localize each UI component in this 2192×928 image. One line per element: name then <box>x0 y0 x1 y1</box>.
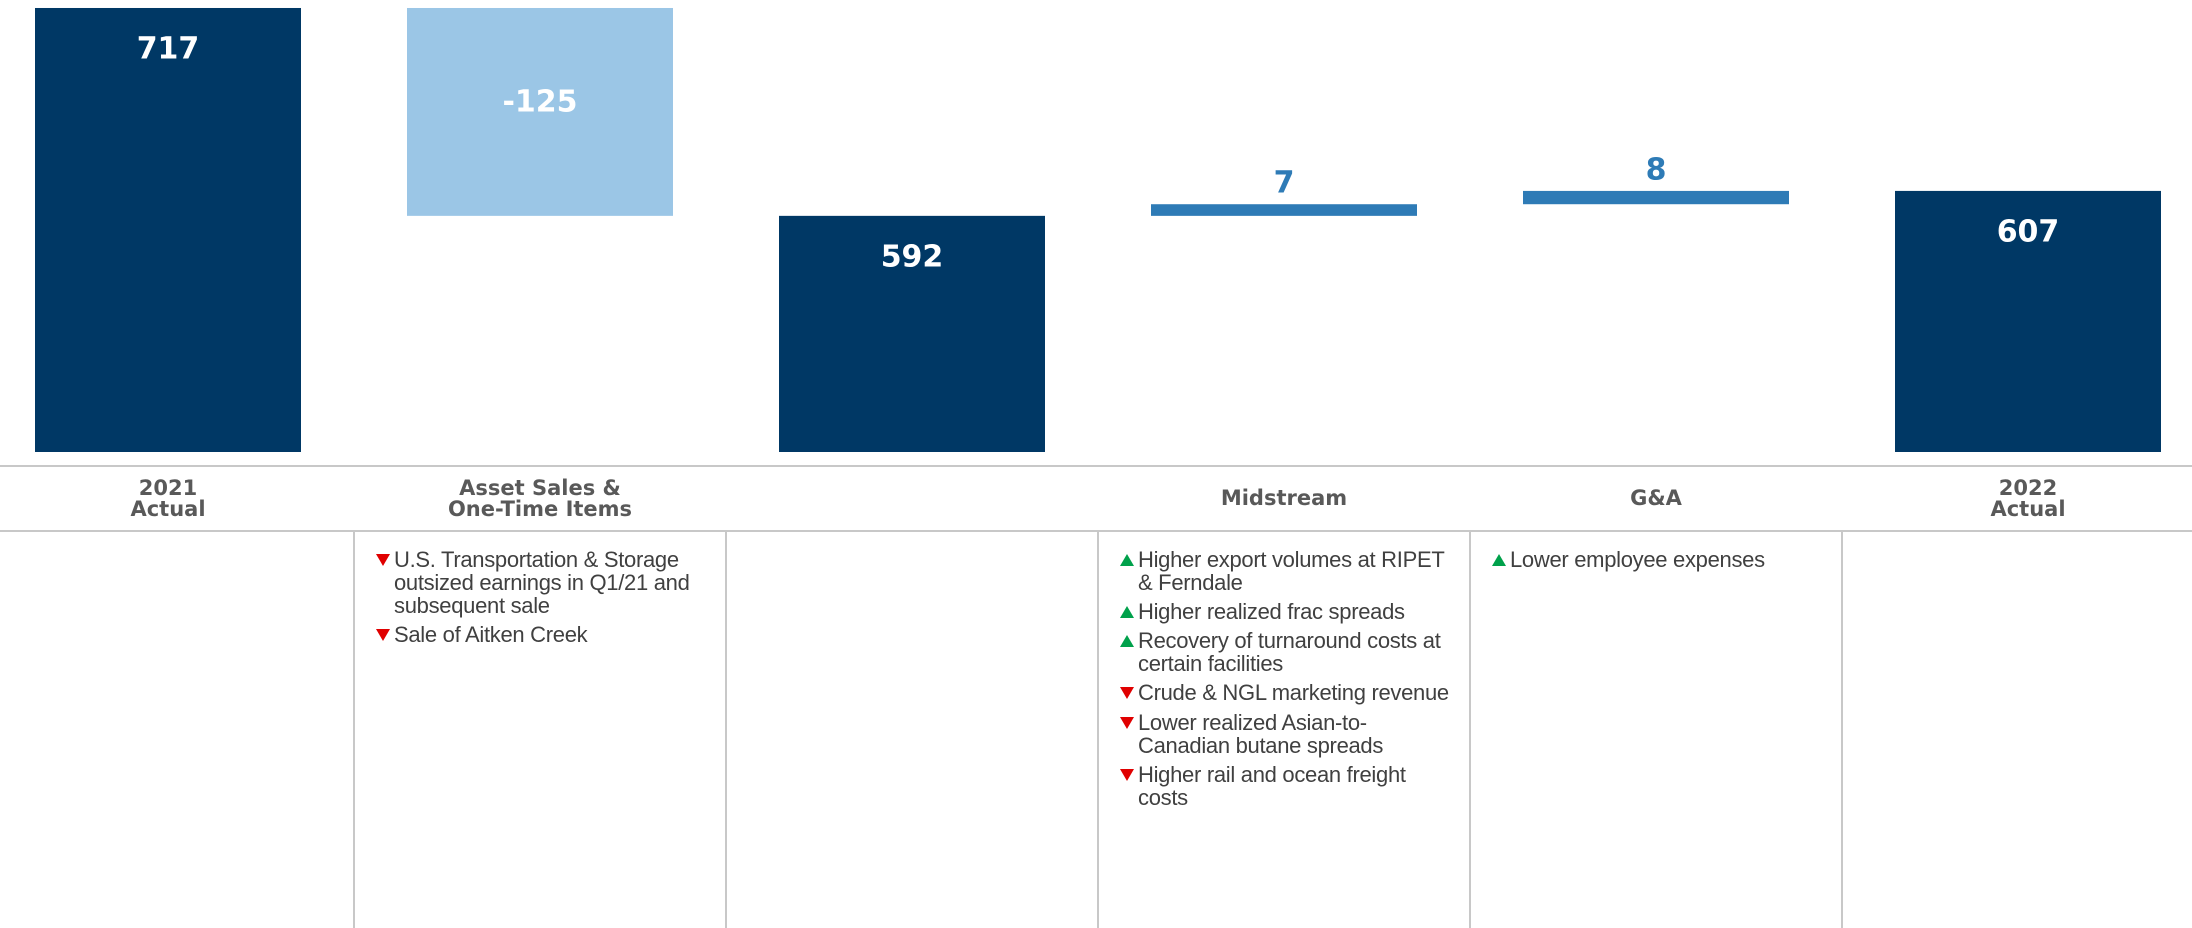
category-label: 2022 Actual <box>1990 475 2066 521</box>
value-label: 8 <box>1646 152 1667 187</box>
value-label: 607 <box>1997 214 2060 249</box>
note-item: Lower employee expenses <box>1490 548 1822 571</box>
bar <box>35 7 301 452</box>
bar <box>779 215 1045 452</box>
bar <box>1895 190 2161 453</box>
note-item: Lower realized Asian-to-Canadian butane … <box>1118 710 1450 757</box>
value-label: 592 <box>881 239 944 274</box>
note-item: Recovery of turnaround costs at certain … <box>1118 629 1450 675</box>
category-label: 2021 Actual <box>130 475 206 521</box>
category-label: Midstream <box>1220 486 1348 510</box>
note-item: Higher realized frac spreads <box>1118 600 1450 623</box>
bar <box>407 7 673 216</box>
note-item: Crude & NGL marketing revenue <box>1118 681 1450 705</box>
notes-list: Lower employee expenses <box>1490 548 1822 577</box>
note-item: Sale of Aitken Creek <box>374 623 706 646</box>
note-item: Higher rail and ocean freight costs <box>1118 763 1450 809</box>
notes-list: Higher export volumes at RIPET & Ferndal… <box>1118 548 1450 815</box>
bar <box>1523 190 1789 205</box>
notes-list: U.S. Transportation & Storage outsized e… <box>374 548 706 652</box>
value-label: 7 <box>1274 166 1295 201</box>
value-label: -125 <box>502 84 577 119</box>
note-item: U.S. Transportation & Storage outsized e… <box>374 548 706 617</box>
category-label: G&A <box>1630 486 1682 510</box>
value-label: 717 <box>137 31 200 66</box>
category-label: Asset Sales & One-Time Items <box>447 475 633 521</box>
bar <box>1151 204 1417 216</box>
note-item: Higher export volumes at RIPET & Ferndal… <box>1118 548 1450 594</box>
